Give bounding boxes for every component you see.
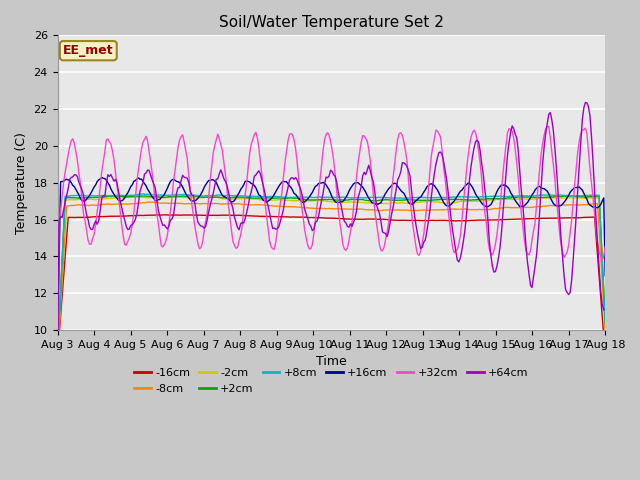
+8cm xyxy=(218,192,226,198)
Title: Soil/Water Temperature Set 2: Soil/Water Temperature Set 2 xyxy=(219,15,444,30)
-16cm xyxy=(602,353,609,359)
+8cm xyxy=(295,194,303,200)
+32cm xyxy=(602,243,609,249)
+8cm xyxy=(139,191,147,197)
Line: +8cm: +8cm xyxy=(58,194,605,355)
+32cm xyxy=(217,141,225,147)
-16cm xyxy=(54,353,61,359)
-8cm xyxy=(572,202,580,208)
+16cm xyxy=(572,185,580,191)
+16cm xyxy=(218,192,226,198)
-8cm xyxy=(246,202,253,208)
-2cm xyxy=(121,195,129,201)
Line: -2cm: -2cm xyxy=(58,197,605,358)
+64cm xyxy=(244,203,252,208)
-2cm xyxy=(602,322,609,327)
+2cm xyxy=(54,353,61,359)
+32cm xyxy=(121,241,129,247)
Line: +16cm: +16cm xyxy=(58,178,605,348)
+8cm xyxy=(54,352,61,358)
+16cm xyxy=(295,196,303,202)
-2cm xyxy=(54,355,61,360)
+2cm xyxy=(572,193,580,199)
+2cm xyxy=(237,194,244,200)
-8cm xyxy=(602,330,609,336)
+2cm xyxy=(189,193,197,199)
+2cm xyxy=(602,321,609,326)
-2cm xyxy=(209,194,217,200)
+16cm xyxy=(602,273,609,278)
-8cm xyxy=(148,199,156,205)
+2cm xyxy=(295,195,303,201)
+2cm xyxy=(218,195,226,201)
-16cm xyxy=(295,214,303,220)
+2cm xyxy=(121,193,129,199)
X-axis label: Time: Time xyxy=(316,355,347,369)
+8cm xyxy=(572,193,580,199)
+64cm xyxy=(217,167,225,173)
+32cm xyxy=(293,158,301,164)
-2cm xyxy=(295,198,303,204)
+8cm xyxy=(121,193,129,199)
+32cm xyxy=(236,238,243,243)
+2cm xyxy=(246,195,253,201)
-8cm xyxy=(218,201,226,207)
+8cm xyxy=(602,320,609,326)
Legend: -16cm, -8cm, -2cm, +2cm, +8cm, +16cm, +32cm, +64cm: -16cm, -8cm, -2cm, +2cm, +8cm, +16cm, +3… xyxy=(130,364,533,398)
+32cm xyxy=(572,165,580,170)
-16cm xyxy=(246,213,253,219)
-16cm xyxy=(218,212,226,218)
+32cm xyxy=(54,371,61,376)
-16cm xyxy=(572,215,580,221)
Line: -8cm: -8cm xyxy=(58,202,605,360)
+8cm xyxy=(237,193,244,199)
+32cm xyxy=(244,164,252,169)
+64cm xyxy=(236,227,243,233)
+64cm xyxy=(582,99,589,105)
-2cm xyxy=(237,196,244,202)
-16cm xyxy=(162,212,170,218)
Text: EE_met: EE_met xyxy=(63,44,114,57)
-8cm xyxy=(295,204,303,210)
-2cm xyxy=(246,196,253,202)
-8cm xyxy=(237,201,244,207)
+16cm xyxy=(54,345,61,351)
+32cm xyxy=(543,123,551,129)
Line: +32cm: +32cm xyxy=(58,126,605,373)
Y-axis label: Temperature (C): Temperature (C) xyxy=(15,132,28,234)
+16cm xyxy=(122,192,130,198)
+16cm xyxy=(98,175,106,180)
+16cm xyxy=(246,179,253,185)
+8cm xyxy=(246,193,253,199)
+64cm xyxy=(571,234,579,240)
+64cm xyxy=(602,306,609,312)
Line: +2cm: +2cm xyxy=(58,196,605,356)
Line: +64cm: +64cm xyxy=(58,102,605,371)
-16cm xyxy=(121,213,129,219)
+16cm xyxy=(237,187,244,192)
-16cm xyxy=(237,213,244,218)
-8cm xyxy=(121,201,129,207)
-8cm xyxy=(54,357,61,363)
-2cm xyxy=(572,195,580,201)
+64cm xyxy=(54,368,61,373)
+64cm xyxy=(121,217,129,223)
+64cm xyxy=(293,177,301,182)
Line: -16cm: -16cm xyxy=(58,215,605,356)
-2cm xyxy=(218,196,226,202)
